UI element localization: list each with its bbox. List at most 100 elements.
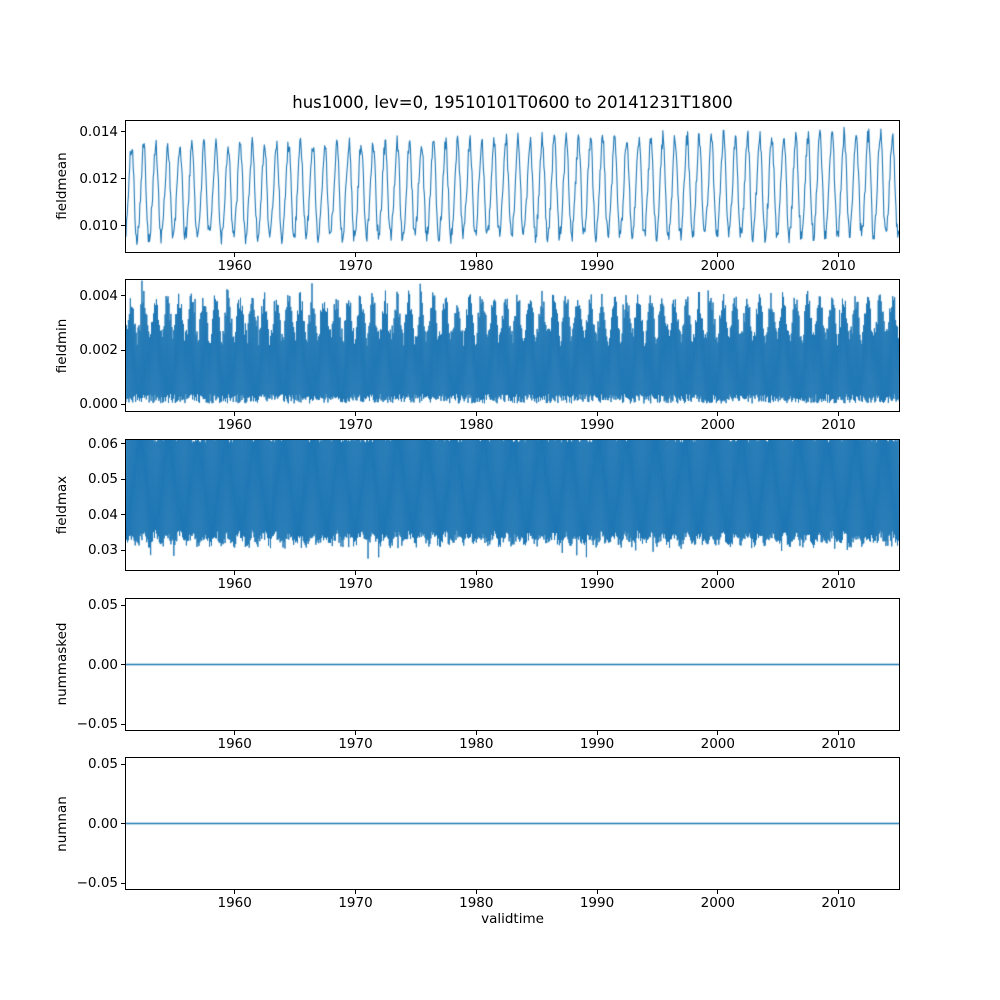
x-tick-label: 2010	[821, 735, 856, 752]
x-tick-label: 1980	[459, 417, 494, 434]
subplot-fieldmin: fieldmin 0.000 0.002 0.004 1960 1970 1980 1990 2…	[54, 279, 900, 433]
x-tick-label: 1990	[579, 576, 615, 593]
y-tick-label: 0.012	[79, 170, 118, 187]
y-tick-label: 0.05	[87, 756, 118, 773]
y-tick	[121, 549, 125, 551]
x-tick	[838, 730, 840, 735]
subplot-nummasked: nummasked −0.05 0.00 0.05 1960 1970 1980 1990 20…	[54, 597, 900, 752]
x-tick-label: 1990	[579, 417, 615, 434]
y-tick	[121, 295, 125, 297]
chart-title: hus1000, lev=0, 19510101T0600 to 2014123…	[292, 93, 733, 112]
x-tick	[717, 412, 719, 417]
x-tick	[717, 890, 719, 895]
subplot-numnan: numnan −0.05 0.00 0.05 1960 1970 1980 1990 2000 2…	[54, 756, 900, 911]
y-tick	[121, 514, 125, 516]
x-tick-label: 1960	[217, 417, 252, 434]
x-tick-label: 2000	[700, 576, 735, 593]
x-axis-label: validtime	[481, 911, 544, 927]
x-tick	[475, 890, 477, 895]
x-tick-label: 1970	[338, 735, 373, 752]
y-tick	[121, 403, 125, 405]
x-tick	[838, 890, 840, 895]
y-tick-label: 0.00	[87, 815, 118, 832]
x-tick-label: 1990	[579, 895, 615, 912]
plot-canvas-fieldmin	[126, 280, 899, 412]
x-tick-label: 1970	[338, 576, 373, 593]
y-tick-label: −0.05	[76, 875, 118, 892]
x-tick-label: 1970	[338, 417, 373, 434]
x-tick-label: 2000	[700, 417, 735, 434]
x-tick-label: 2000	[700, 257, 735, 274]
x-tick-label: 2000	[700, 735, 735, 752]
y-tick	[121, 349, 125, 351]
y-tick	[121, 178, 125, 180]
y-tick	[121, 604, 125, 606]
x-tick	[355, 730, 356, 735]
x-tick	[475, 412, 477, 417]
y-tick	[121, 723, 125, 725]
x-tick	[475, 571, 477, 576]
x-tick	[475, 730, 477, 735]
x-tick-label: 1960	[217, 576, 252, 593]
x-tick-label: 1970	[338, 895, 373, 912]
x-tick	[234, 890, 236, 895]
x-tick-label: 1990	[579, 257, 615, 274]
x-tick	[596, 252, 598, 257]
x-tick	[838, 571, 840, 576]
x-tick-label: 1980	[459, 576, 494, 593]
x-tick-label: 2000	[700, 895, 735, 912]
x-tick-label: 1990	[579, 735, 615, 752]
x-tick	[234, 252, 236, 257]
x-tick	[355, 412, 356, 417]
y-tick	[121, 664, 125, 666]
x-tick	[596, 571, 598, 576]
x-tick-label: 1980	[459, 735, 494, 752]
x-tick	[596, 890, 598, 895]
x-tick-label: 1960	[217, 895, 252, 912]
x-tick-label: 1980	[459, 895, 494, 912]
plot-canvas-numnan	[126, 758, 899, 890]
y-tick	[121, 478, 125, 480]
y-tick-label: 0.03	[87, 542, 118, 559]
y-tick-label: 0.04	[87, 506, 118, 523]
y-axis-label-numnan: numnan	[54, 795, 70, 852]
y-tick-label: 0.06	[87, 436, 118, 452]
x-tick	[717, 571, 719, 576]
plot-canvas-fieldmean	[126, 121, 899, 252]
x-tick	[355, 571, 356, 576]
y-tick-label: 0.00	[87, 656, 118, 673]
y-axis-label-nummasked: nummasked	[54, 623, 70, 706]
x-tick-label: 2010	[821, 895, 856, 912]
y-tick	[121, 763, 125, 765]
x-tick	[838, 252, 840, 257]
x-tick	[234, 730, 236, 735]
y-tick	[121, 131, 125, 133]
x-tick-label: 2010	[821, 576, 856, 593]
x-tick	[355, 890, 356, 895]
x-tick	[717, 252, 719, 257]
y-tick-label: 0.05	[87, 471, 118, 488]
x-tick-label: 2010	[821, 417, 856, 434]
x-tick	[838, 412, 840, 417]
x-tick-label: 1960	[217, 735, 252, 752]
y-tick	[121, 225, 125, 226]
x-tick-label: 1980	[459, 257, 494, 274]
y-tick-label: 0.014	[79, 123, 118, 140]
x-tick-label: 1970	[338, 257, 373, 274]
x-tick	[596, 412, 598, 417]
x-tick-label: 1960	[217, 257, 252, 274]
y-tick	[121, 443, 125, 445]
subplot-fieldmean: fieldmean 0.010 0.012 0.014 1960 1970 1980 1990…	[54, 120, 900, 274]
y-tick-label: 0.05	[87, 597, 118, 614]
y-tick-label: 0.004	[79, 287, 118, 304]
x-tick	[475, 252, 477, 257]
y-tick-label: −0.05	[76, 716, 118, 733]
plot-canvas-fieldmax	[126, 439, 899, 571]
y-axis-label-fieldmean: fieldmean	[54, 152, 70, 221]
y-tick-label: 0.010	[79, 217, 118, 234]
plot-canvas-nummasked	[126, 599, 899, 731]
subplot-fieldmax: fieldmax 0.03 0.04 0.05 0.06 1960 1970 1980 1990…	[54, 436, 900, 592]
y-axis-label-fieldmin: fieldmin	[54, 318, 70, 374]
y-tick	[121, 882, 125, 884]
